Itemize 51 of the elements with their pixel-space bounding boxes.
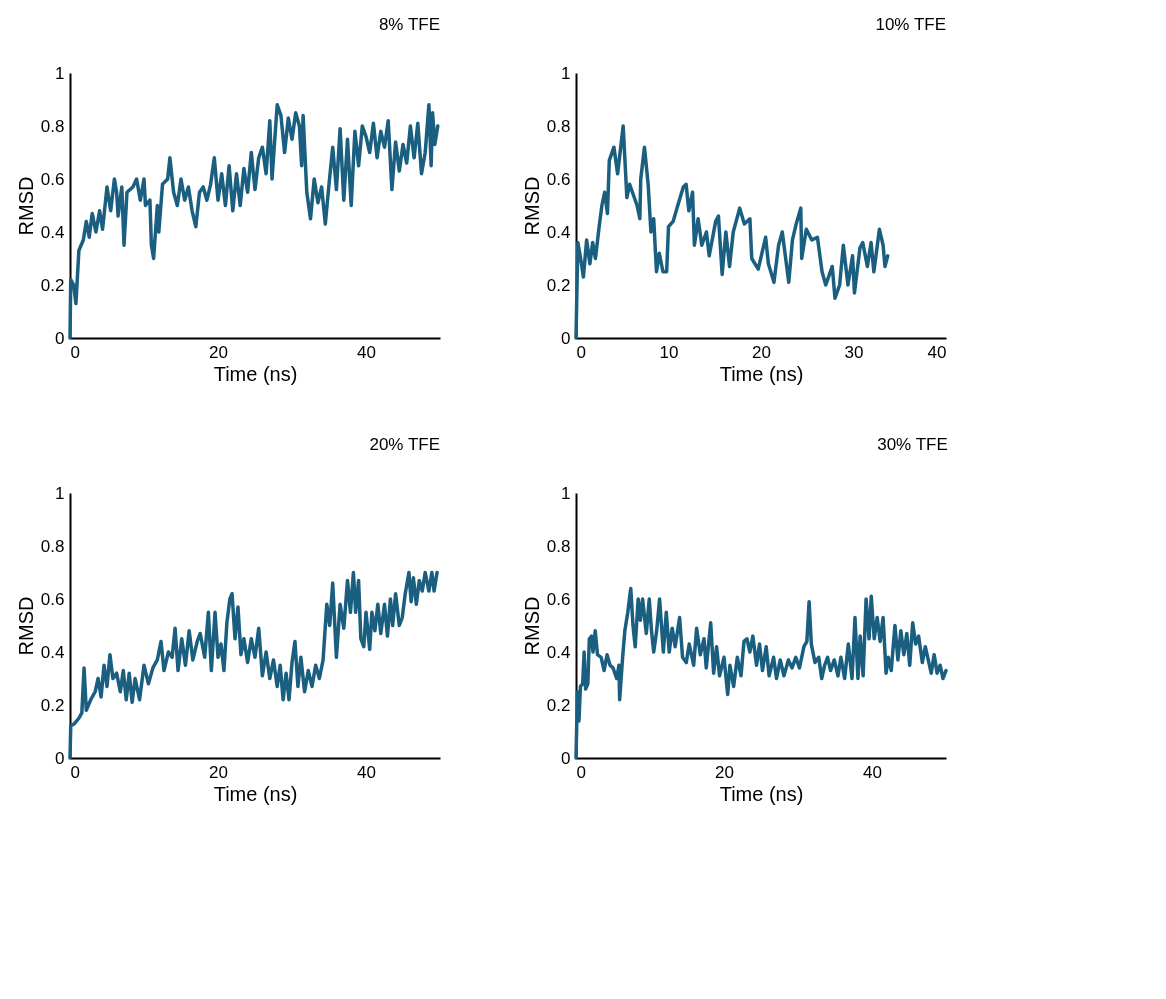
y-tick-label: 1 xyxy=(55,483,65,503)
x-tick-label: 0 xyxy=(70,342,80,362)
x-tick-label: 40 xyxy=(863,762,882,782)
y-tick-label: 1 xyxy=(561,483,571,503)
y-tick-label: 0 xyxy=(561,328,571,348)
x-axis-title: Time (ns) xyxy=(719,782,804,805)
y-axis-title: RMSD xyxy=(520,176,543,236)
y-tick-label: 0.2 xyxy=(546,275,571,295)
chart-title: 30% TFE xyxy=(877,435,948,454)
y-axis-title: RMSD xyxy=(14,596,37,656)
x-tick-label: 10 xyxy=(659,342,679,362)
y-tick-label: 0 xyxy=(561,748,571,768)
y-tick-label: 0.8 xyxy=(40,116,65,136)
y-tick-label: 0.2 xyxy=(546,695,571,715)
x-tick-label: 20 xyxy=(209,342,228,362)
x-tick-label: 0 xyxy=(576,342,586,362)
x-axis-title: Time (ns) xyxy=(719,362,804,385)
y-tick-label: 0 xyxy=(55,328,65,348)
line-series xyxy=(574,124,890,340)
y-tick-label: 0 xyxy=(55,748,65,768)
y-tick-label: 0.8 xyxy=(546,116,571,136)
y-tick-label: 1 xyxy=(561,63,571,83)
x-axis-title: Time (ns) xyxy=(213,362,298,385)
y-axis-title: RMSD xyxy=(520,596,543,656)
x-tick-label: 30 xyxy=(844,342,864,362)
y-tick-label: 1 xyxy=(55,63,65,83)
y-axis-title: RMSD xyxy=(14,176,37,236)
x-tick-label: 20 xyxy=(715,762,734,782)
chart-title: 8% TFE xyxy=(378,15,440,34)
y-tick-label: 0.8 xyxy=(40,536,65,556)
x-axis-title: Time (ns) xyxy=(213,782,298,805)
y-tick-label: 0.4 xyxy=(546,642,571,662)
y-tick-label: 0.6 xyxy=(546,589,571,609)
x-tick-label: 20 xyxy=(752,342,771,362)
y-tick-label: 0.4 xyxy=(40,642,65,662)
y-tick-label: 0.6 xyxy=(546,169,571,189)
chart-title: 10% TFE xyxy=(875,15,946,34)
y-tick-label: 0.2 xyxy=(40,275,65,295)
x-tick-label: 40 xyxy=(927,342,947,362)
x-tick-label: 40 xyxy=(357,342,376,362)
y-tick-label: 0.4 xyxy=(40,222,65,242)
x-tick-label: 0 xyxy=(576,762,586,782)
x-tick-label: 40 xyxy=(357,762,376,782)
y-tick-label: 0.2 xyxy=(40,695,65,715)
y-tick-label: 0.4 xyxy=(546,222,571,242)
x-tick-label: 20 xyxy=(209,762,228,782)
x-tick-label: 0 xyxy=(70,762,80,782)
y-tick-label: 0.6 xyxy=(40,169,65,189)
chart-title: 20% TFE xyxy=(369,435,440,454)
y-tick-label: 0.8 xyxy=(546,536,571,556)
y-tick-label: 0.6 xyxy=(40,589,65,609)
